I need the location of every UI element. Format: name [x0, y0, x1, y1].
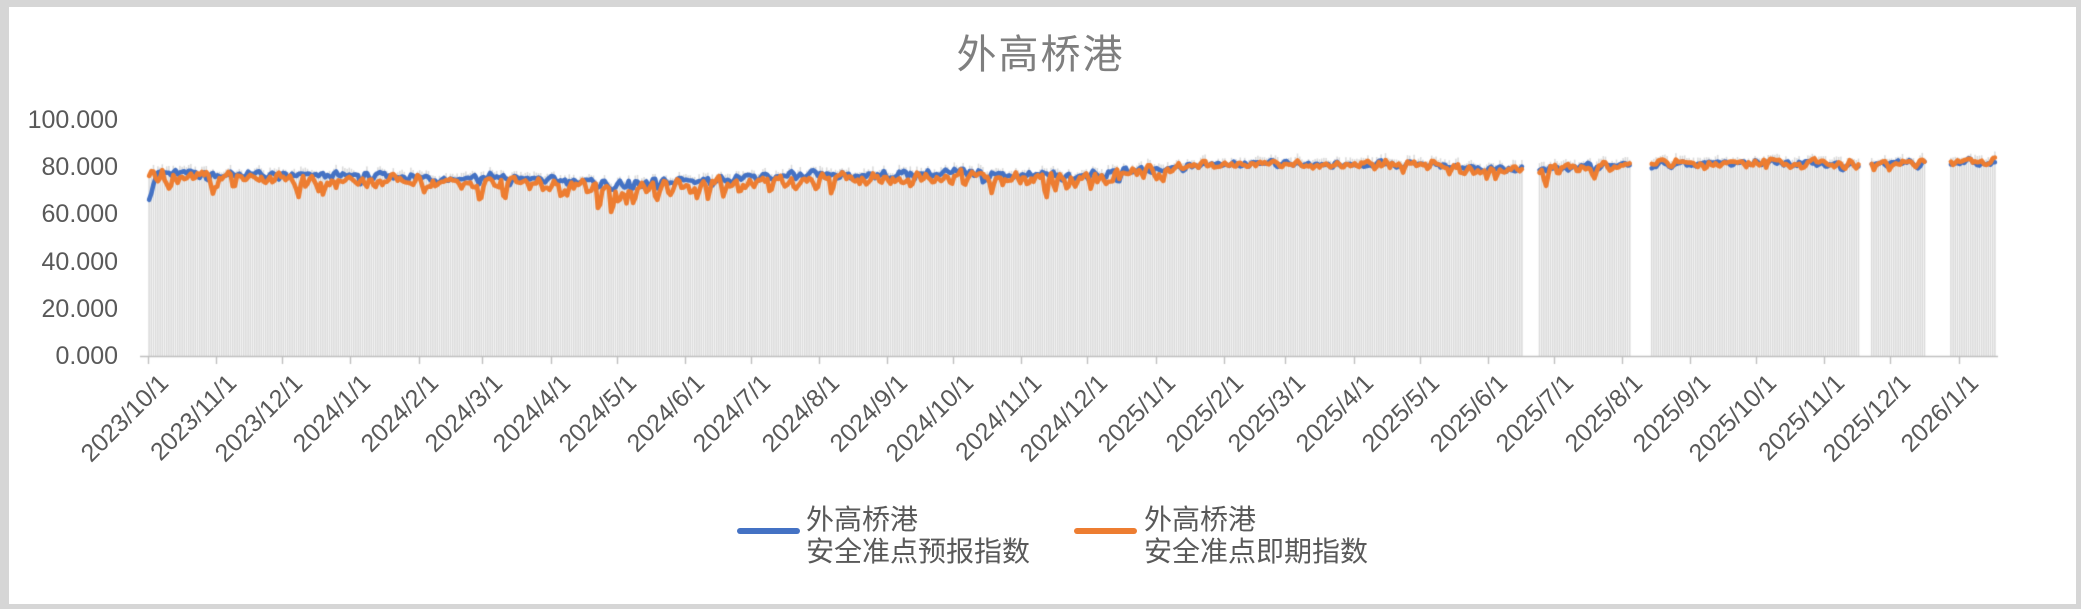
legend-label-spot-line2: 安全准点即期指数: [1144, 536, 1369, 567]
legend-swatch-spot: [1074, 528, 1137, 534]
legend-label-spot-line1: 外高桥港: [1144, 504, 1257, 535]
window-edge-right: [2076, 0, 2081, 609]
window-edge-left: [0, 0, 9, 609]
legend-label-forecast: 外高桥港 安全准点预报指数: [806, 504, 1030, 568]
window-edge-top: [0, 0, 2081, 7]
y-axis-label: 40.000: [41, 247, 118, 276]
legend-label-forecast-line1: 外高桥港: [806, 504, 919, 535]
y-axis-label: 0.000: [55, 342, 118, 370]
chart-title: 外高桥港: [956, 33, 1125, 77]
legend-label-spot: 外高桥港 安全准点即期指数: [1144, 504, 1368, 568]
y-axis-label: 20.000: [41, 294, 118, 323]
window-edge-bottom: [0, 604, 2081, 609]
y-axis-label: 60.000: [41, 200, 118, 229]
y-axis-label: 100.000: [27, 106, 118, 134]
legend-swatch-forecast: [737, 528, 800, 534]
y-axis-label: 80.000: [41, 153, 118, 182]
legend-label-forecast-line2: 安全准点预报指数: [806, 536, 1031, 567]
